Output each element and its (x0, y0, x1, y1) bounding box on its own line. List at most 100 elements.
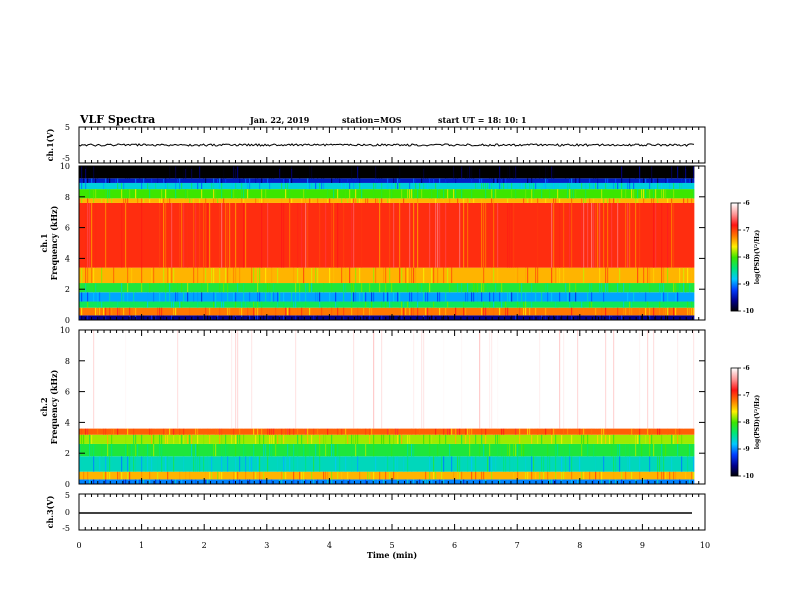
spec1-spec-band-6-streak (301, 202, 303, 268)
spec1-spec-band-0-streak (105, 315, 107, 320)
spec1-spec-band-7-streak (687, 198, 689, 203)
colorbar-swatch (731, 218, 738, 220)
colorbar-tick-label: -9 (743, 446, 750, 453)
spec2-spec-band-5-streak (207, 428, 209, 435)
spec1-spec-band-11-streak (471, 166, 473, 179)
spec2-spec-band-1-streak (209, 471, 211, 480)
spec1-spec-band-11-streak (645, 166, 647, 179)
spec1-spec-band-7-streak (507, 198, 509, 203)
spec1-spec-band-2-streak (283, 301, 285, 308)
spec1-spec-band-11-streak (531, 166, 533, 179)
spec2-spec-band-2-streak (285, 456, 287, 472)
spec1-spec-band-1-streak (157, 307, 159, 316)
spec1-spec-band-11-streak (283, 166, 285, 179)
spec1-spec-band-3-streak (299, 292, 301, 302)
spec1-spec-band-6-streak (337, 202, 339, 268)
spec1-spec-band-7-streak (417, 198, 419, 203)
colorbar-swatch (731, 206, 738, 208)
spec1-spec-band-7-streak (255, 198, 257, 203)
spec1-spec-band-1-streak (219, 307, 221, 316)
spec1-spec-band-8-streak (549, 189, 551, 199)
spec1-spec-band-9-streak (651, 182, 653, 190)
spec2-spec-band-6-streak (295, 330, 297, 429)
spec2-spec-band-4-streak (159, 434, 161, 444)
spec1-spec-band-5-streak (557, 267, 559, 284)
colorbar-swatch (731, 225, 738, 227)
spec1-spec-band-7-streak (87, 198, 89, 203)
spec1-spec-band-8-streak (673, 189, 675, 199)
spec1-spec-band-3-streak (271, 292, 273, 302)
spec2-spec-band-0-streak (205, 479, 207, 484)
spec1-spec-band-1-streak (261, 307, 263, 316)
spec1-spec-band-7-streak (159, 198, 161, 203)
spec2-spec-band-3-streak (557, 443, 559, 457)
x-tick-label: 9 (640, 541, 645, 550)
spec1-spec-band-0-streak (561, 315, 563, 320)
colorbar-swatch (731, 427, 738, 429)
spec2-spec-band-2-streak (127, 456, 129, 472)
colorbar-swatch (731, 271, 738, 273)
spec1-spec-band-11-streak (183, 166, 185, 179)
spec1-spec-band-9-streak (391, 182, 393, 190)
spec1-spec-band-10-streak (179, 178, 181, 183)
spec1-spec-band-7-streak (263, 198, 265, 203)
spec1-spec-band-6-streak (125, 202, 127, 268)
spec2-spec-band-1-streak (441, 471, 443, 480)
spec2-spec-band-5-streak (87, 428, 89, 435)
spec2-spec-band-2-streak (173, 456, 175, 472)
colorbar-swatch (731, 265, 738, 267)
spec1-spec-band-7-streak (215, 198, 217, 203)
spec1-spec-band-5-streak (535, 267, 537, 284)
spec1-spec-band-1-streak (285, 307, 287, 316)
spec1-spec-band-0-streak (553, 315, 555, 320)
spec1-spec-band-8-streak (531, 189, 533, 199)
spec1-spec-band-4-streak (617, 283, 619, 293)
spec1-spec-band-2-streak (495, 301, 497, 308)
spec2-spec-band-4-streak (281, 434, 283, 444)
spec1-spec-band-3-streak (471, 292, 473, 302)
spec2-spec-band-2-streak (613, 456, 615, 472)
spec2-spec-band-6-streak (529, 330, 531, 429)
spec1-spec-band-7-streak (205, 198, 207, 203)
spec1-spec-band-11-streak (683, 166, 685, 179)
colorbar-swatch (731, 249, 738, 251)
spec2-spec-band-0-streak (413, 479, 415, 484)
colorbar-swatch (731, 425, 738, 427)
spec1-spec-band-1-streak (97, 307, 99, 316)
spec2-spec-band-4-streak (581, 434, 583, 444)
colorbar-swatch (731, 383, 738, 385)
spec2-spec-band-2-streak (151, 456, 153, 472)
colorbar-swatch (731, 410, 738, 412)
spec1-spec-band-10-streak (135, 178, 137, 183)
colorbar-swatch (731, 466, 738, 468)
spec1-spec-band-5-streak (193, 267, 195, 284)
spec2-spec-band-4-streak (301, 434, 303, 444)
x-axis-label: Time (min) (367, 550, 417, 560)
spec1-spec-band-4-streak (535, 283, 537, 293)
spec1-spec-band-3-streak (509, 292, 511, 302)
ch1-spec-ytick-label: 4 (65, 254, 70, 263)
spec1-spec-band-0-streak (647, 315, 649, 320)
spec1-spec-band-3-streak (645, 292, 647, 302)
spec1-spec-band-6-streak (537, 202, 539, 268)
spec2-spec-band-1-streak (595, 471, 597, 480)
spec1-spec-band-7-streak (585, 198, 587, 203)
spec1-spec-band-9-streak (669, 182, 671, 190)
spec1-spec-band-3-streak (591, 292, 593, 302)
spec1-spec-band-9-streak (545, 182, 547, 190)
spec1-spec-band-10-streak (157, 178, 159, 183)
spec2-spec-band-1-streak (581, 471, 583, 480)
ch3-waveform-ylabel: ch.3(V) (45, 495, 55, 528)
colorbar-swatch (731, 204, 738, 206)
spec2-spec-band-4-streak (461, 434, 463, 444)
spec1-spec-band-5-streak (171, 267, 173, 284)
colorbar-swatch (731, 211, 738, 213)
spec1-spec-band-10-streak (455, 178, 457, 183)
spec2-spec-band-3-streak (693, 443, 695, 457)
spec1-spec-band-6-streak (481, 202, 483, 268)
spec1-spec-band-11-streak (289, 166, 291, 179)
spec1-spec-band-11-streak (81, 166, 83, 179)
spec2-spec-band-2-streak (517, 456, 519, 472)
spec2-spec-band-4-streak (107, 434, 109, 444)
